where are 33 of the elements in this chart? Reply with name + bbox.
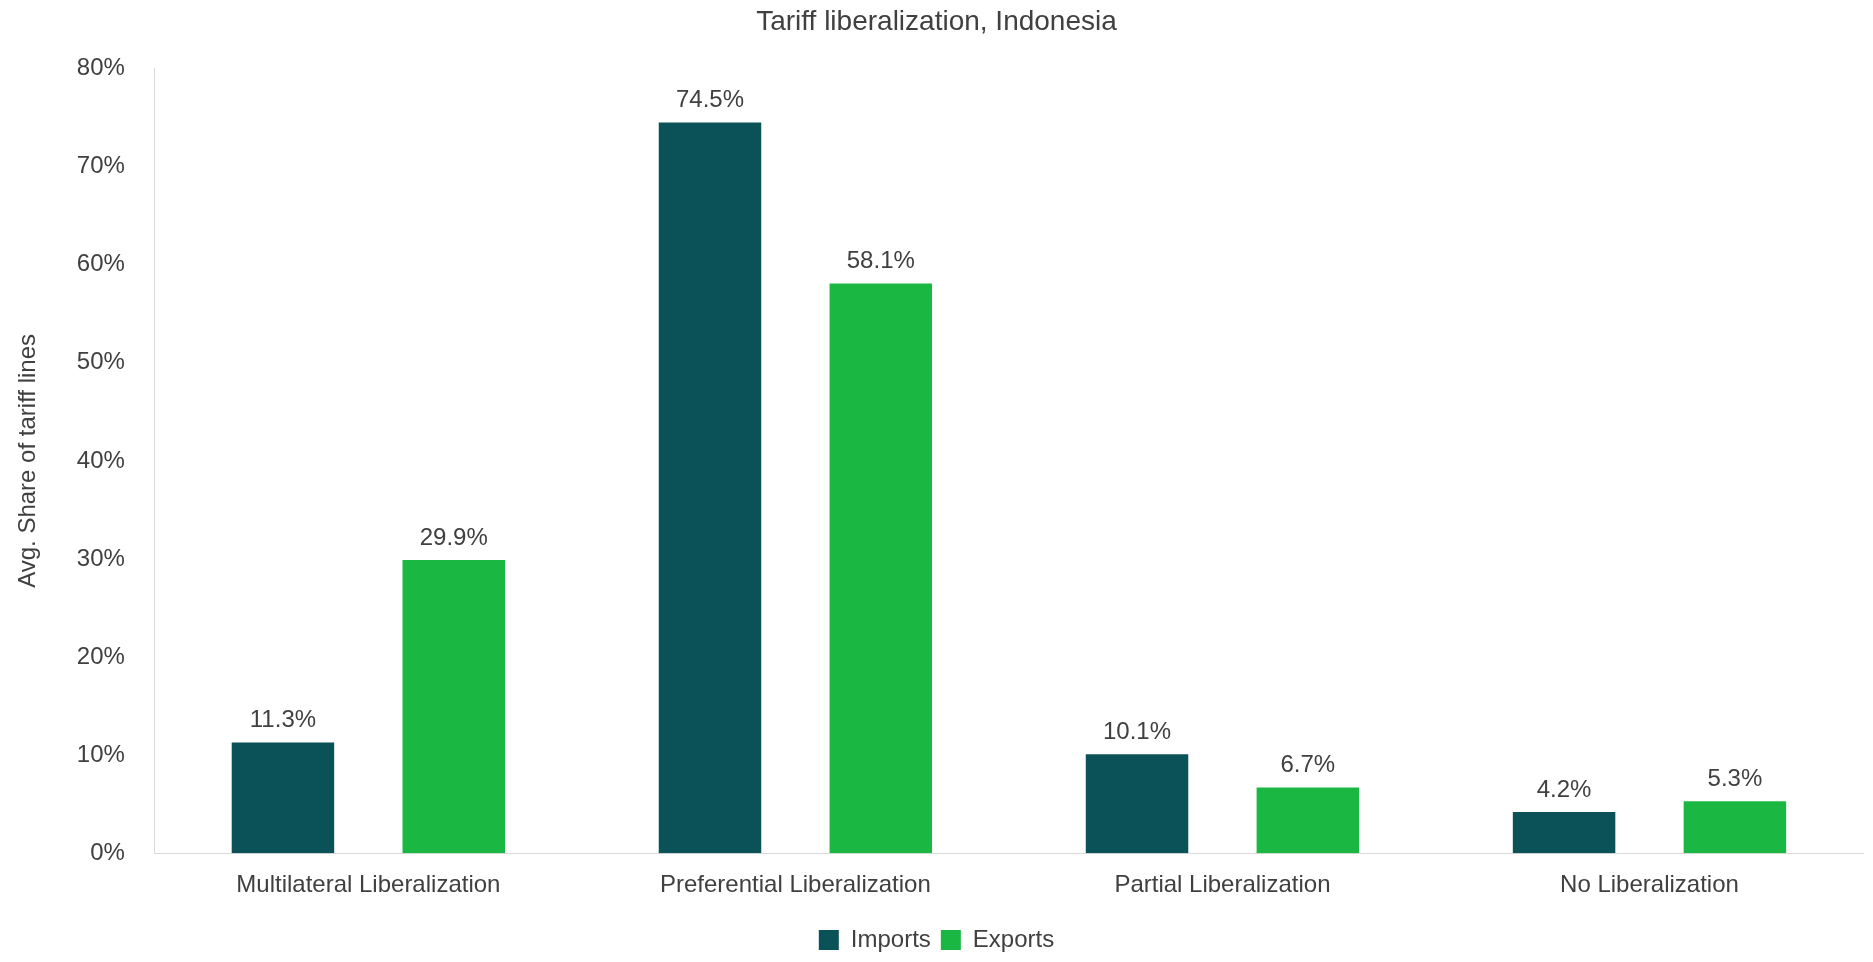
data-label: 10.1% (1103, 716, 1172, 744)
y-tick-label: 80% (76, 53, 125, 81)
y-axis-title: Avg. Share of tariff lines (13, 333, 41, 588)
data-label: 4.2% (1536, 774, 1592, 802)
bar (1256, 787, 1360, 854)
bar (1085, 754, 1189, 854)
bar (1683, 801, 1787, 854)
data-label: 6.7% (1280, 750, 1336, 778)
y-tick-label: 50% (76, 347, 125, 375)
y-tick-label: 20% (76, 641, 125, 669)
legend-label: Exports (972, 924, 1055, 952)
data-label: 58.1% (846, 246, 915, 274)
y-tick-label: 40% (76, 445, 125, 473)
x-tick-label: No Liberalization (1560, 870, 1739, 898)
x-tick-label: Partial Liberalization (1114, 870, 1331, 898)
y-tick-label: 30% (76, 543, 125, 571)
bar (402, 559, 506, 854)
bar (658, 122, 762, 854)
legend-label: Imports (850, 924, 931, 952)
x-tick-label: Preferential Liberalization (659, 870, 931, 898)
data-label: 5.3% (1707, 763, 1763, 791)
data-label: 74.5% (675, 85, 745, 113)
data-label: 29.9% (419, 522, 488, 550)
y-tick-label: 10% (76, 739, 125, 767)
chart-title: Tariff liberalization, Indonesia (756, 4, 1118, 36)
x-tick-label: Multilateral Liberalization (236, 870, 501, 898)
y-tick-label: 70% (76, 151, 125, 179)
data-label: 11.3% (249, 705, 317, 732)
y-tick-label: 60% (76, 249, 125, 277)
y-tick-label: 0% (90, 837, 125, 865)
bar (1512, 812, 1616, 854)
bar (231, 742, 335, 854)
bar (829, 283, 933, 854)
